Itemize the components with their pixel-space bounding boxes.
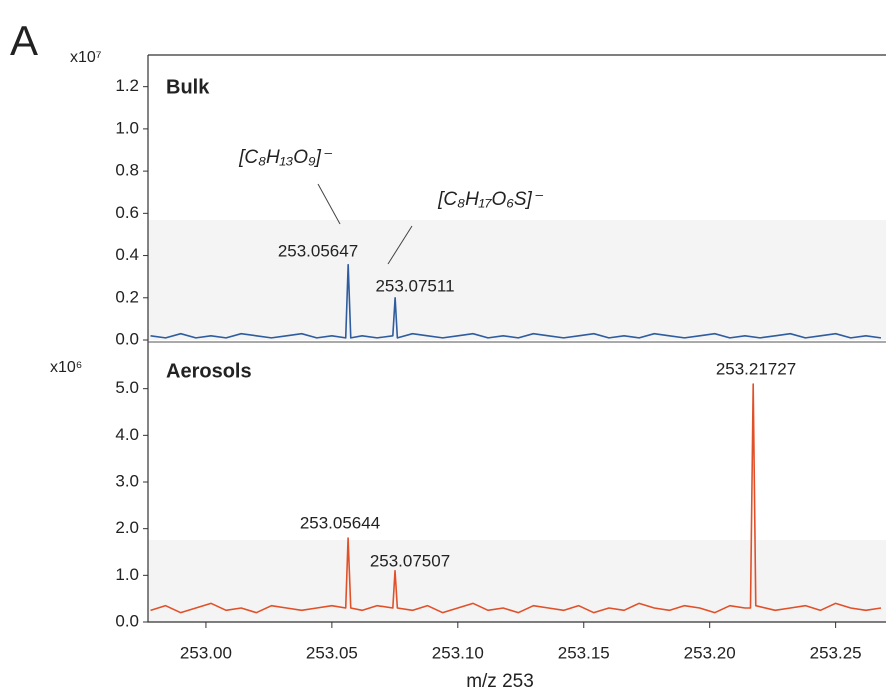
series-label: Aerosols	[166, 360, 252, 382]
y-multiplier: x10⁶	[50, 359, 82, 376]
y-tick-label: 1.0	[115, 118, 139, 137]
x-axis-label: m/z 253	[466, 671, 534, 692]
leader-line	[317, 183, 341, 225]
plot-shade	[148, 540, 886, 622]
y-tick-label: 4.0	[115, 425, 139, 444]
x-tick-label: 253.15	[558, 643, 610, 662]
x-tick-label: 253.00	[180, 643, 232, 662]
y-tick-label: 0.6	[115, 203, 139, 222]
annotation: 253.07507	[370, 551, 450, 570]
y-tick-label: 0.2	[115, 287, 139, 306]
spectrum-line	[150, 263, 882, 339]
annotation: 253.05644	[300, 513, 380, 532]
leader-line	[387, 225, 413, 265]
y-tick-label: 1.0	[115, 565, 139, 584]
y-tick-label: 5.0	[115, 378, 139, 397]
y-multiplier: x10⁷	[70, 49, 102, 66]
x-tick-label: 253.05	[306, 643, 358, 662]
annotation: [C₈H₁₇O₆S]⁻	[437, 189, 544, 210]
x-tick-label: 253.25	[810, 643, 862, 662]
y-tick-label: 0.0	[115, 329, 139, 348]
x-tick-label: 253.10	[432, 643, 484, 662]
x-tick-label: 253.20	[684, 643, 736, 662]
y-tick-label: 0.4	[115, 245, 139, 264]
panel-label: A	[10, 17, 38, 64]
annotation: 253.07511	[375, 276, 454, 295]
y-tick-label: 0.0	[115, 611, 139, 630]
annotation: 253.05647	[278, 241, 358, 260]
y-tick-label: 1.2	[115, 76, 139, 95]
plot-shade	[148, 220, 886, 340]
series-label: Bulk	[166, 76, 210, 98]
spectrum-line	[150, 383, 882, 614]
y-tick-label: 3.0	[115, 471, 139, 490]
annotation: 253.21727	[716, 359, 796, 378]
y-tick-label: 2.0	[115, 518, 139, 537]
y-tick-label: 0.8	[115, 161, 139, 180]
annotation: [C₈H₁₃O₉]⁻	[238, 147, 333, 168]
